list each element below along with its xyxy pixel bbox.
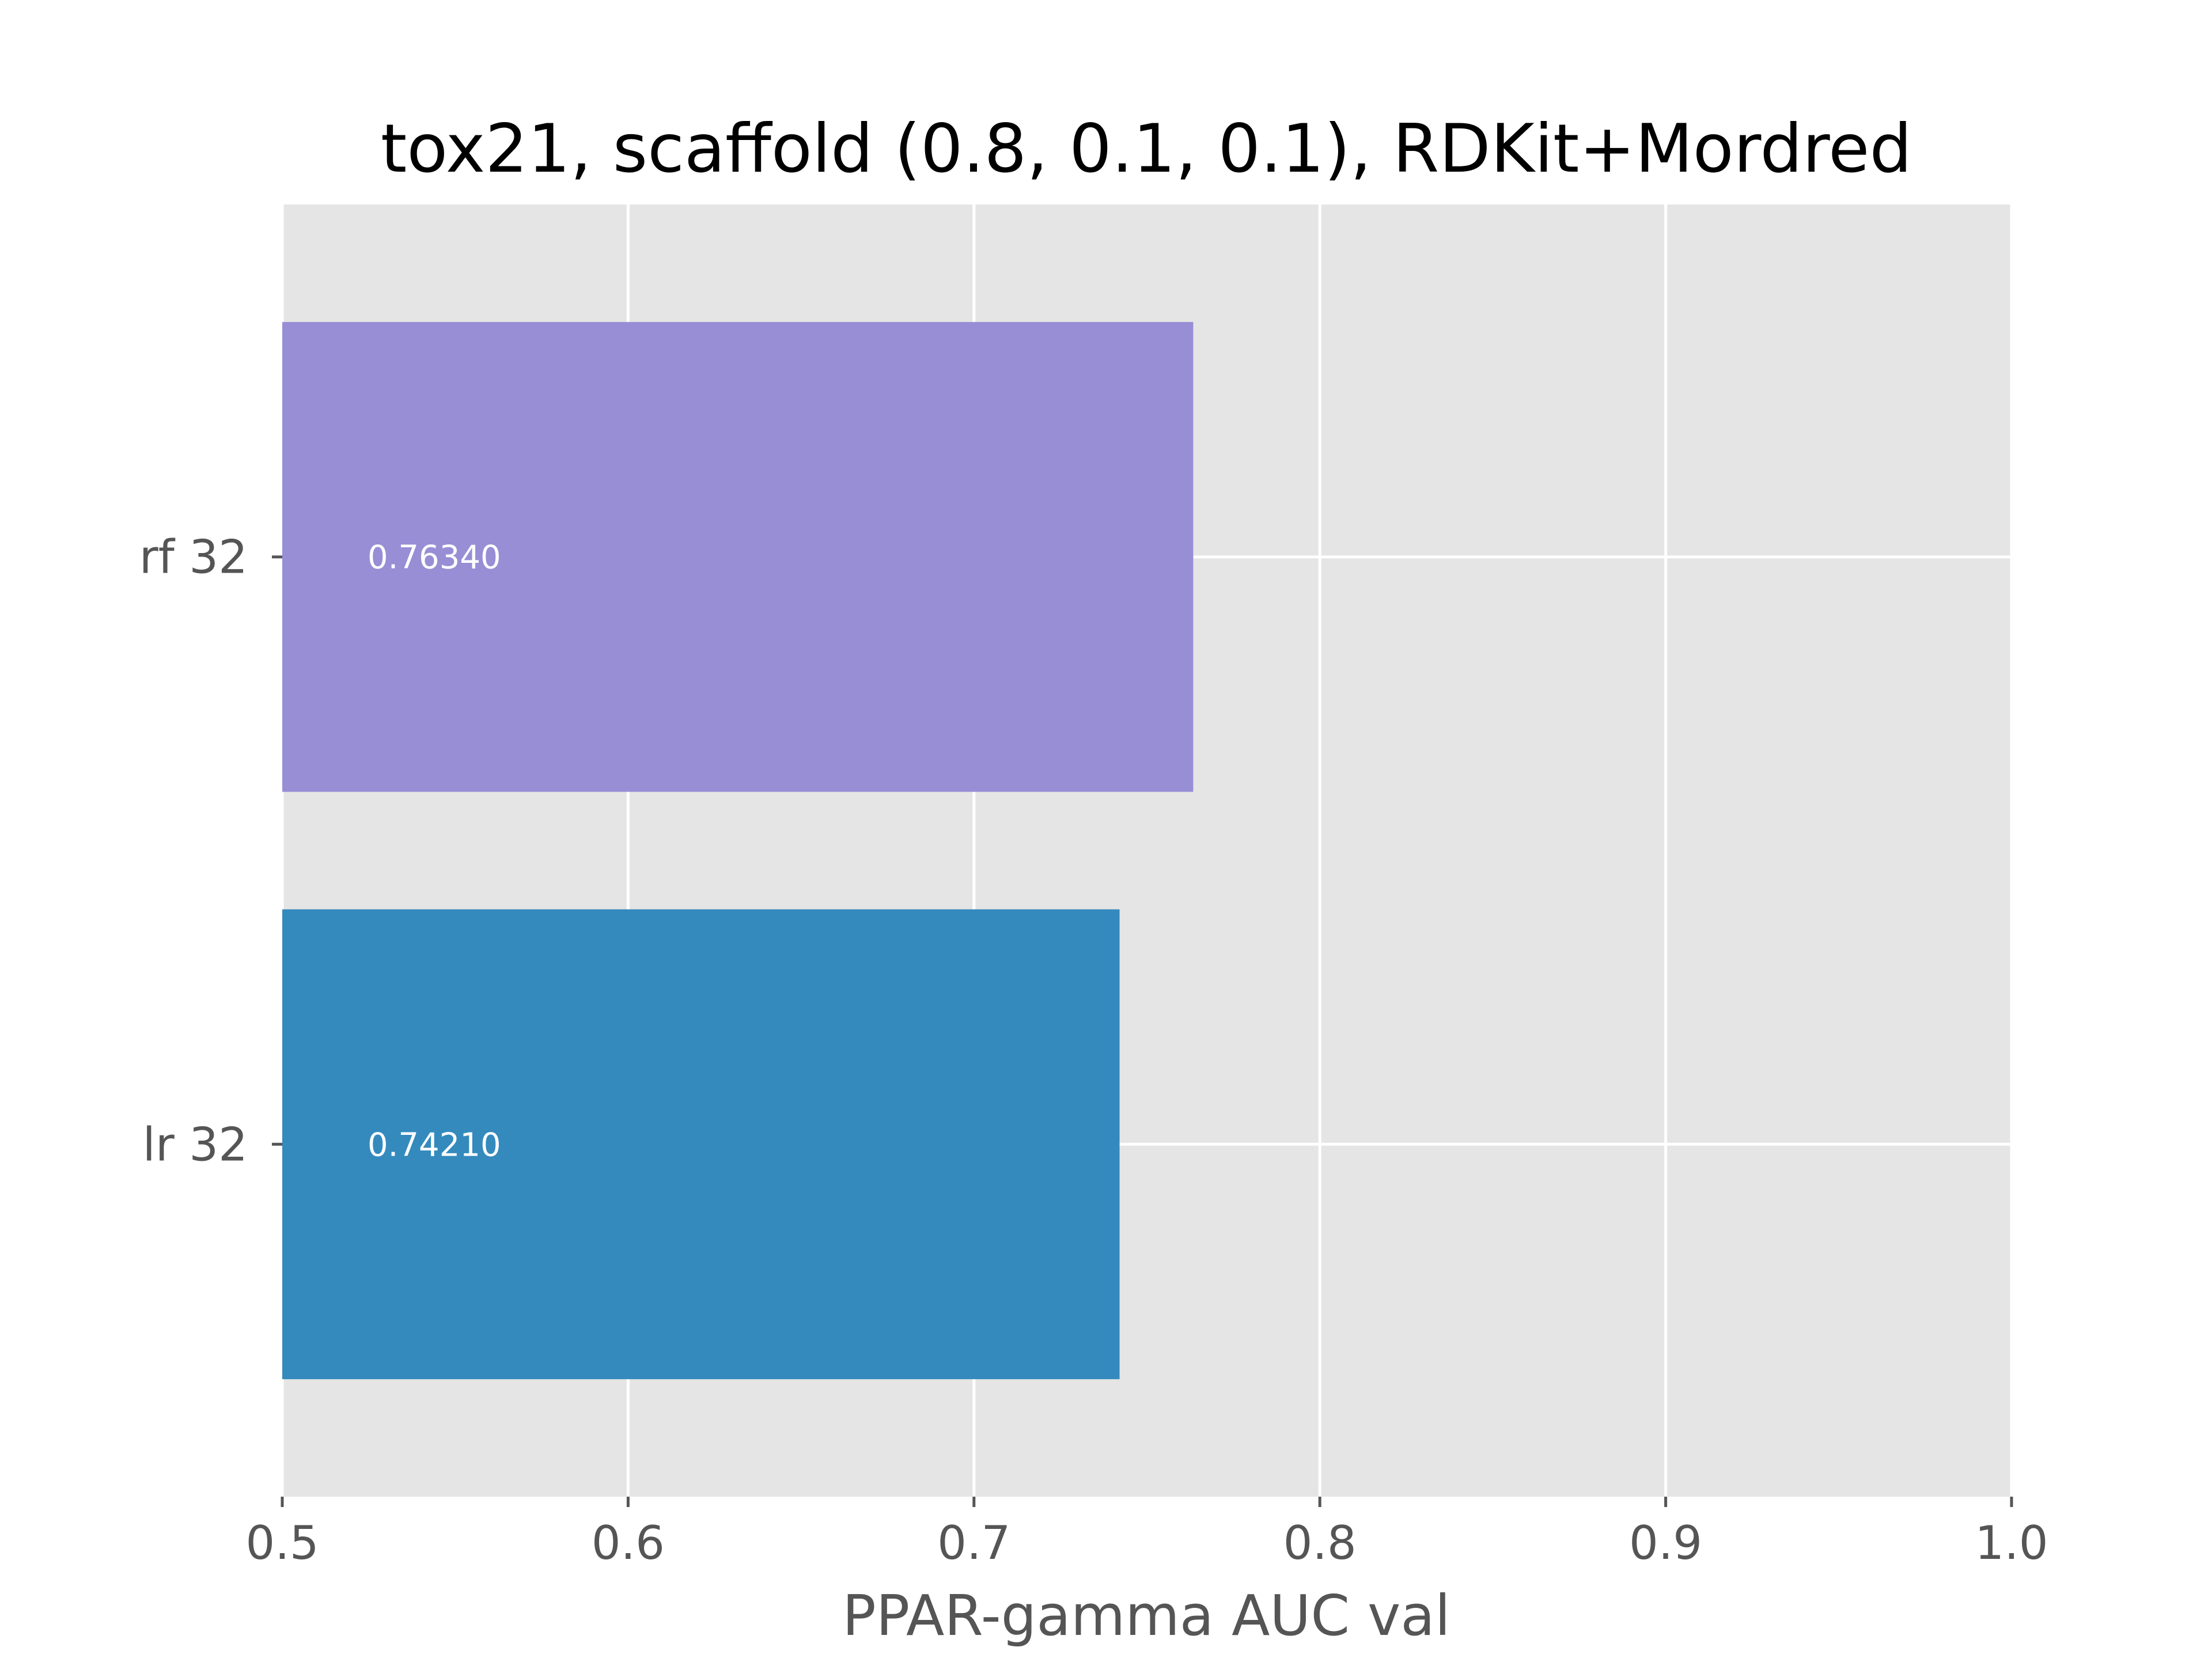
x-tick-label: 0.6 [592, 1516, 665, 1570]
bar-value-label: 0.76340 [368, 539, 501, 577]
x-tick-label: 0.9 [1629, 1516, 1702, 1570]
x-tick-label: 0.8 [1283, 1516, 1357, 1570]
data-labels: 0.76340 0.74210 [368, 539, 501, 1164]
y-tick-label: lr 32 [143, 1118, 248, 1171]
bar-lr-32 [282, 909, 1120, 1380]
bar-value-label: 0.74210 [368, 1126, 501, 1164]
y-axis-ticks: rf 32 lr 32 [139, 531, 282, 1171]
bars [282, 321, 1194, 1380]
x-tick-label: 0.5 [245, 1516, 319, 1570]
bar-rf-32 [282, 321, 1194, 792]
y-tick-label: rf 32 [139, 531, 248, 584]
x-tick-label: 0.7 [937, 1516, 1010, 1570]
chart-title: tox21, scaffold (0.8, 0.1, 0.1), RDKit+M… [381, 110, 1912, 188]
x-axis-ticks: 0.5 0.6 0.7 0.8 0.9 1.0 [245, 1497, 2048, 1570]
x-tick-label: 1.0 [1975, 1516, 2048, 1570]
x-axis-label: PPAR-gamma AUC val [842, 1583, 1450, 1648]
